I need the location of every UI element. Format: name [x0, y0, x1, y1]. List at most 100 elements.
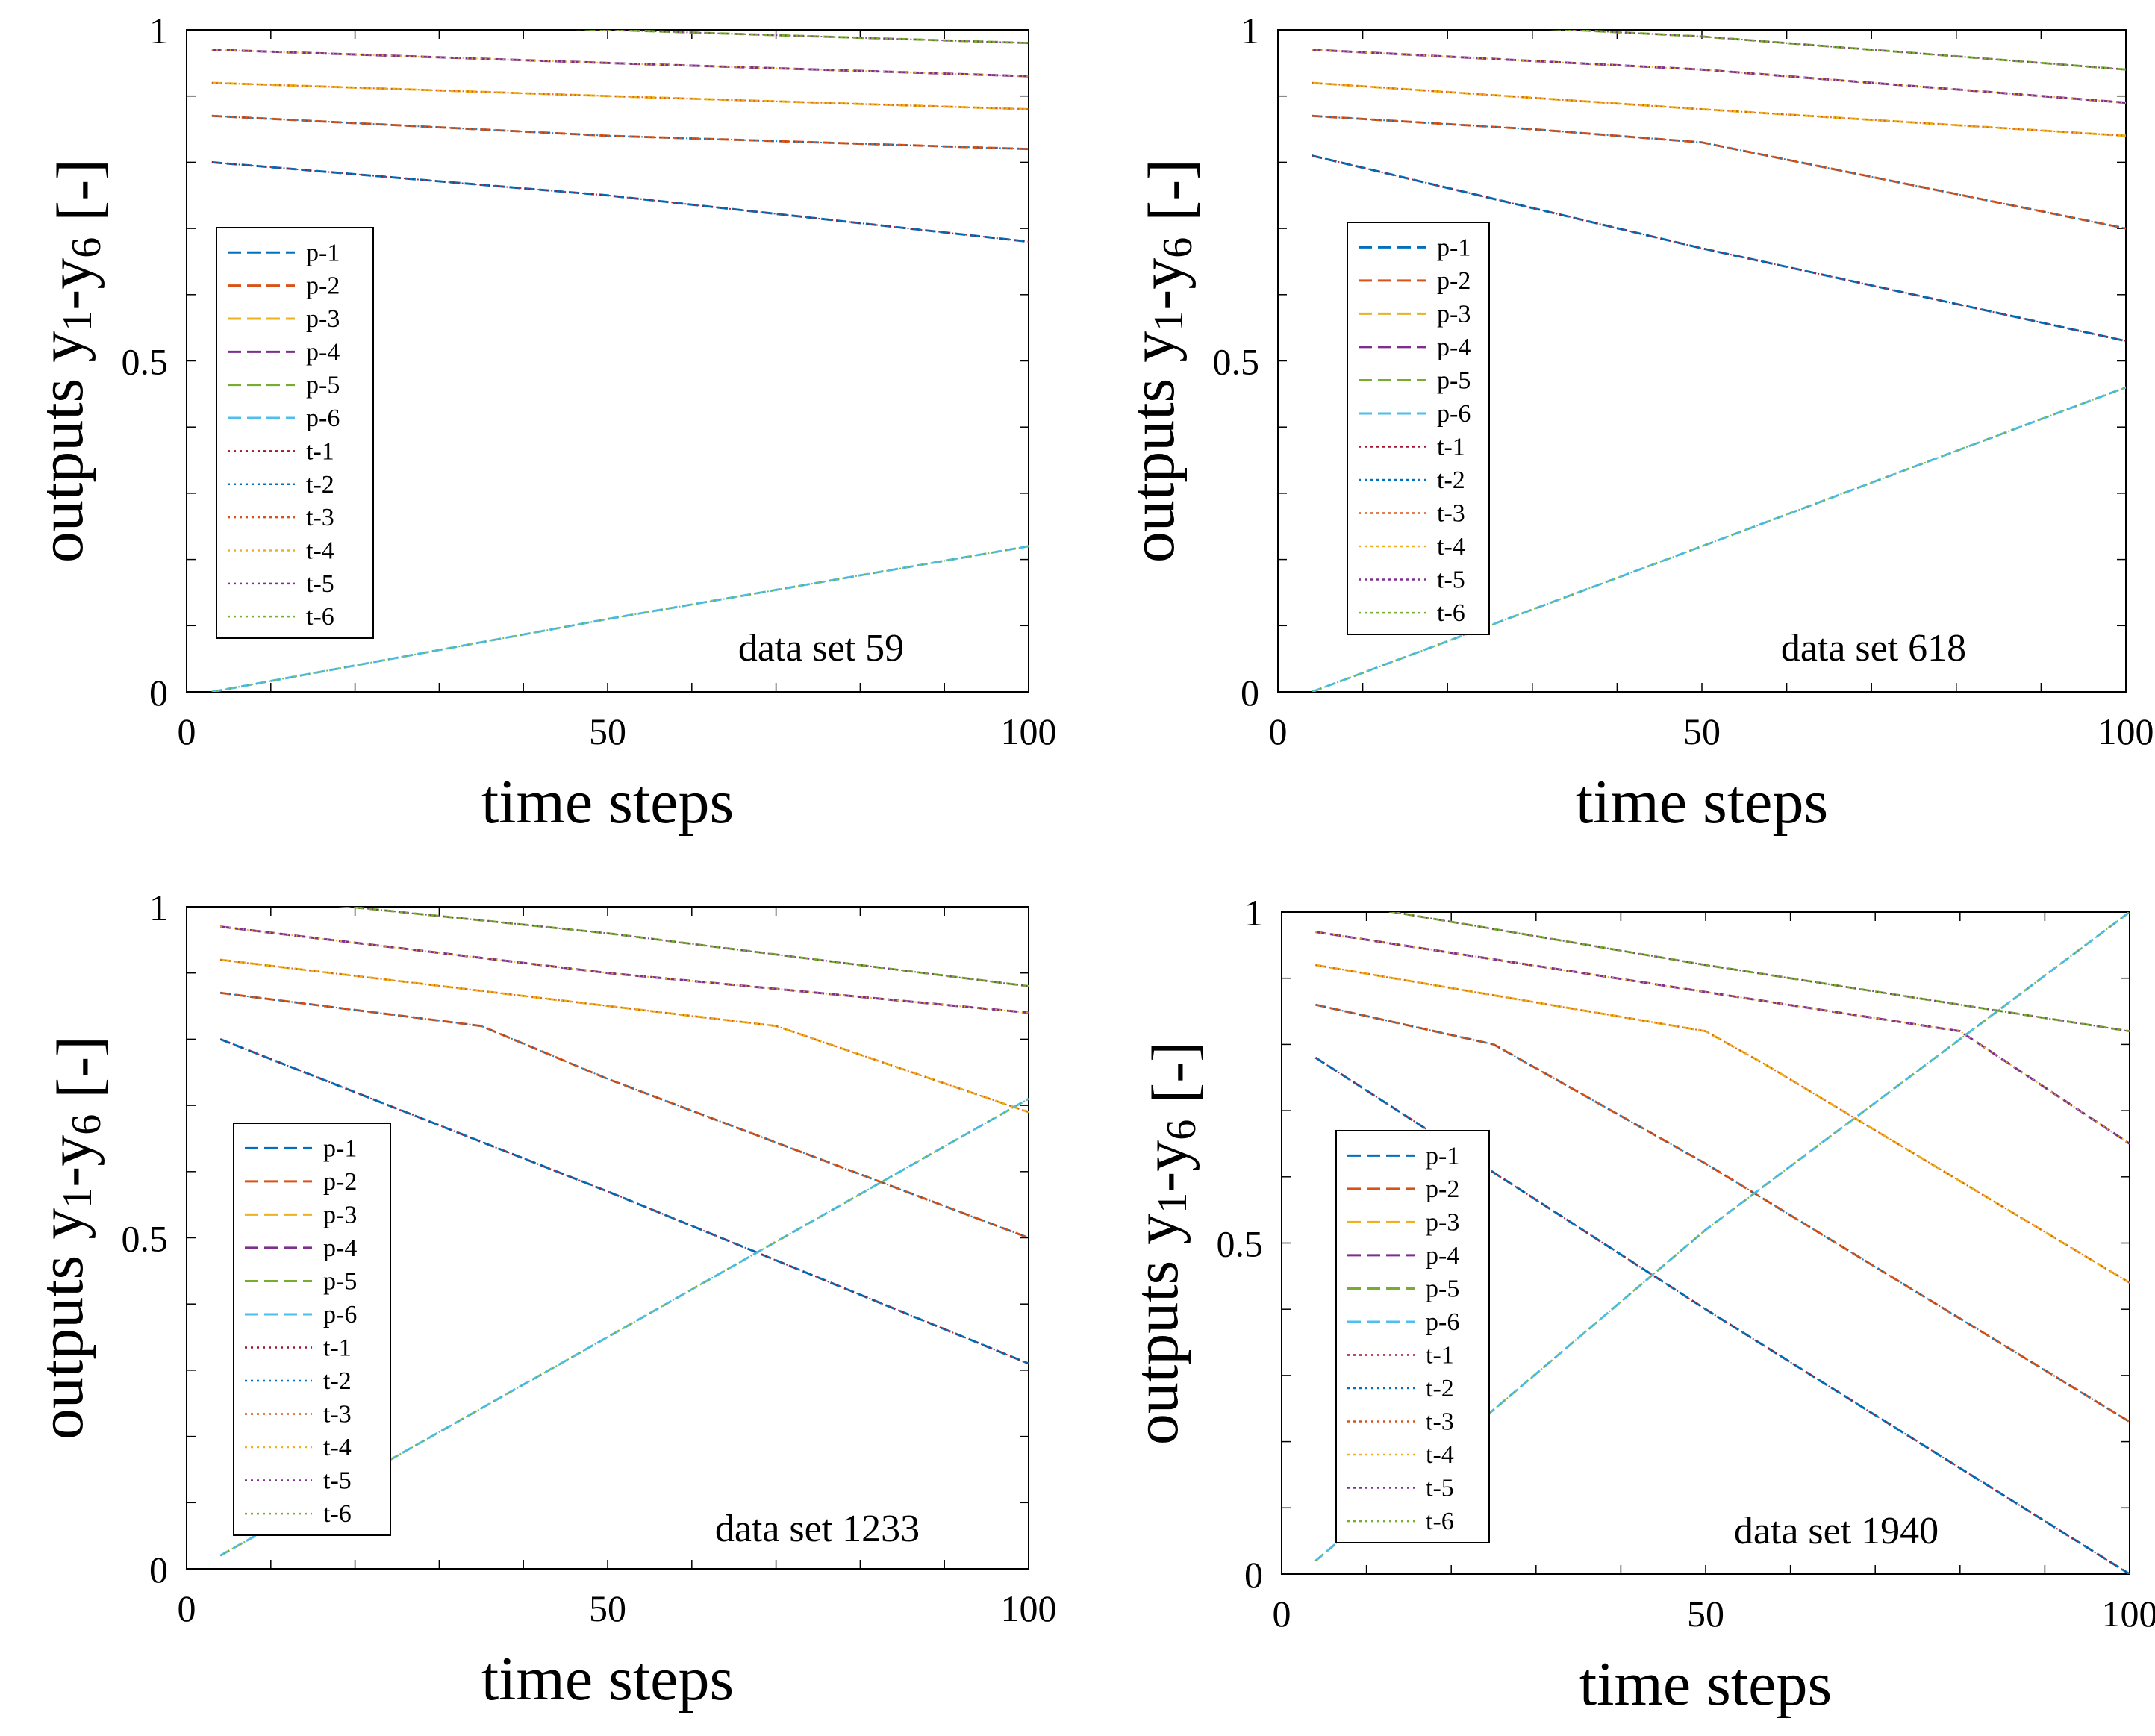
series-line-p6 [1311, 386, 2126, 692]
x-axis-label: time steps [481, 767, 734, 837]
legend-label-t-4: t-4 [323, 1434, 352, 1461]
legend-label-p-1: p-1 [306, 239, 340, 266]
legend: p-1 p-2 p-3 p-4 p-5 p-6 t-1 t-2 t-3 t-4 t-5 t-6 [1347, 222, 1490, 635]
x-tick-label: 0 [178, 711, 196, 752]
legend-label-t-5: t-5 [306, 570, 334, 598]
legend-label-p-3: p-3 [306, 305, 340, 333]
legend-label-t-6: t-6 [323, 1500, 352, 1528]
legend-label-t-2: t-2 [306, 471, 334, 499]
series-line-p4 [1312, 49, 2126, 104]
series-line-p4 [1315, 931, 2130, 1145]
y-tick-label: 0.5 [1217, 1223, 1264, 1265]
x-tick-label: 0 [1273, 1593, 1291, 1634]
series-line-t4 [1315, 931, 2130, 1145]
legend-label-p-4: p-4 [1426, 1242, 1459, 1270]
series-line-t3 [219, 959, 1029, 1113]
legend-label-p-6: p-6 [306, 405, 340, 432]
y-axis-label: outputs y1-y6 [-] [1122, 1041, 1209, 1445]
legend-label-t-4: t-4 [1426, 1441, 1454, 1469]
legend-label-p-1: p-1 [323, 1134, 357, 1162]
dataset-annotation: data set 618 [1781, 627, 1966, 669]
y-axis-label: outputs y1-y6 [-] [27, 159, 114, 563]
legend-label-p-4: p-4 [1437, 334, 1471, 361]
subplot-3: 0 50 100 0 0.5 1 time steps outputs y1-y6 [-] p-… [27, 887, 1057, 1714]
y-tick-label: 0 [149, 1549, 168, 1590]
dataset-annotation: data set 59 [738, 627, 904, 669]
y-tick-label: 1 [1241, 10, 1259, 51]
subplot-4: 0 50 100 0 0.5 1 time steps outputs y1-y6 [-] p-… [1122, 892, 2155, 1719]
series-line-t4 [211, 49, 1029, 78]
legend-label-p-2: p-2 [1437, 267, 1471, 295]
legend-label-p-3: p-3 [323, 1201, 357, 1228]
legend-label-p-6: p-6 [323, 1301, 357, 1328]
series-line-p1 [211, 160, 1029, 243]
legend-label-t-1: t-1 [323, 1334, 352, 1361]
x-tick-label: 0 [178, 1587, 196, 1629]
y-tick-label: 0 [1244, 1554, 1263, 1596]
legend-label-p-1: p-1 [1426, 1142, 1459, 1170]
y-tick-label: 0.5 [122, 341, 169, 383]
legend-label-t-3: t-3 [306, 504, 334, 531]
x-tick-label: 50 [1687, 1593, 1724, 1634]
legend-label-p-4: p-4 [306, 338, 340, 366]
x-axis-label: time steps [481, 1644, 734, 1714]
legend-label-p-5: p-5 [323, 1267, 357, 1295]
series-line-t5 [341, 907, 1029, 987]
series-line-t3 [1315, 964, 2130, 1284]
y-tick-label: 0.5 [122, 1218, 169, 1260]
series-line-p2 [211, 114, 1029, 151]
legend-label-p-6: p-6 [1437, 400, 1471, 428]
series-line-t2 [1312, 115, 2126, 230]
y-tick-label: 0.5 [1213, 341, 1260, 383]
legend-label-p-4: p-4 [323, 1234, 357, 1262]
legend-box [1347, 222, 1490, 635]
y-axis-label: outputs y1-y6 [-] [27, 1036, 114, 1440]
legend-label-t-2: t-2 [1426, 1375, 1454, 1402]
data-layer [1311, 30, 2126, 692]
legend-label-p-2: p-2 [323, 1168, 357, 1196]
series-line-t3 [1312, 82, 2126, 137]
legend-label-t-6: t-6 [1426, 1508, 1454, 1535]
series-line-p2 [1312, 114, 2126, 230]
legend-label-p-5: p-5 [306, 372, 340, 399]
x-tick-label: 100 [2098, 711, 2154, 752]
legend-label-p-6: p-6 [1426, 1308, 1459, 1336]
data-layer [211, 30, 1029, 692]
series-line-p3 [219, 958, 1029, 1114]
series-line-t1 [1314, 1057, 2130, 1574]
series-line-p1 [219, 1038, 1029, 1365]
y-axis-label: outputs y1-y6 [-] [1118, 159, 1206, 563]
series-line-t2 [219, 992, 1029, 1239]
x-tick-label: 50 [589, 1587, 626, 1629]
legend-label-p-5: p-5 [1426, 1275, 1459, 1302]
series-line-p2 [1315, 1003, 2130, 1423]
x-tick-label: 50 [1683, 711, 1721, 752]
x-tick-label: 0 [1269, 711, 1288, 752]
legend-label-t-3: t-3 [1437, 500, 1465, 528]
legend-label-t-4: t-4 [306, 537, 334, 564]
y-tick-label: 0 [1241, 672, 1259, 714]
series-line-t5 [1556, 30, 2126, 71]
y-tick-label: 1 [149, 887, 168, 928]
legend-label-p-5: p-5 [1437, 366, 1471, 394]
legend-label-t-1: t-1 [306, 437, 334, 465]
y-tick-label: 1 [149, 10, 168, 51]
series-line-t5 [1388, 912, 2130, 1032]
y-tick-label: 1 [1244, 892, 1263, 934]
x-axis-label: time steps [1576, 767, 1828, 837]
x-axis-label: time steps [1579, 1649, 1832, 1719]
legend-label-p-1: p-1 [1437, 234, 1471, 261]
legend: p-1 p-2 p-3 p-4 p-5 p-6 t-1 t-2 t-3 t-4 t-5 t-6 [1335, 1130, 1490, 1543]
series-line-t2 [211, 115, 1029, 150]
legend-label-t-6: t-6 [1437, 599, 1465, 627]
legend-label-t-1: t-1 [1437, 433, 1465, 460]
legend-label-t-2: t-2 [1437, 466, 1465, 494]
series-line-p5 [1386, 912, 2130, 1033]
legend-label-t-5: t-5 [1437, 566, 1465, 594]
x-tick-label: 100 [1001, 711, 1057, 752]
y-tick-label: 0 [149, 672, 168, 714]
legend-label-p-2: p-2 [306, 272, 340, 300]
x-tick-label: 100 [1001, 1587, 1057, 1629]
series-line-t4 [1312, 49, 2126, 104]
